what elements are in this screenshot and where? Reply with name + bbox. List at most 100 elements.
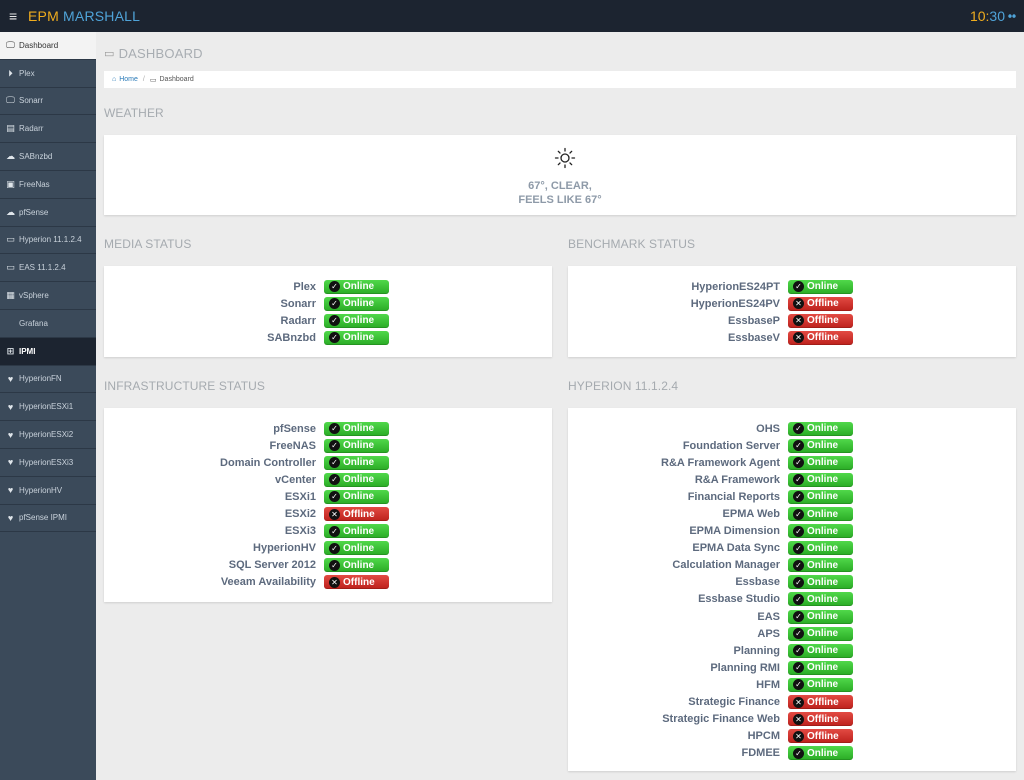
status-badge-label: Offline (807, 315, 839, 327)
sidebar-item-hyperionhv[interactable]: ♥ HyperionHV (0, 477, 96, 505)
status-badge-label: Online (807, 440, 839, 452)
online-status-badge: ✓ Online (788, 421, 853, 436)
sidebar-item-pfsense-ipmi[interactable]: ♥ pfSense IPMI (0, 505, 96, 533)
x-circle-icon: ✕ (793, 332, 804, 344)
online-status-badge: ✓ Online (324, 472, 389, 487)
status-badge-label: Online (343, 281, 375, 293)
service-name: EssbaseV (728, 331, 780, 344)
status-row: SABnzbd ✓ Online (104, 329, 389, 346)
service-name: FreeNAS (269, 439, 316, 452)
status-row: Planning ✓ Online (568, 642, 853, 659)
cloud-download-icon: ☁ (6, 151, 15, 162)
sidebar-item-hyperion-11-1-2-4[interactable]: ▭ Hyperion 11.1.2.4 (0, 227, 96, 255)
check-circle-icon: ✓ (329, 440, 340, 452)
home-icon: ⌂ (112, 76, 117, 83)
heart-icon: ♥ (7, 457, 14, 468)
service-name: Strategic Finance Web (662, 713, 780, 726)
sidebar-item-hyperionesxi1[interactable]: ♥ HyperionESXi1 (0, 393, 96, 422)
online-status-badge: ✓ Online (788, 279, 853, 294)
check-circle-icon: ✓ (793, 645, 804, 657)
laptop-icon: ▭ (6, 234, 15, 245)
hamburger-menu-icon[interactable]: ≡ (9, 8, 18, 24)
sidebar-item-pfsense[interactable]: ☁ pfSense (0, 199, 96, 227)
x-circle-icon: ✕ (793, 315, 804, 327)
sidebar-item-label: IPMI (19, 346, 36, 356)
sidebar-item-label: HyperionESXi2 (19, 430, 74, 440)
service-name: Sonarr (280, 297, 316, 310)
check-circle-icon: ✓ (793, 457, 804, 469)
status-row: R&A Framework Agent ✓ Online (568, 454, 853, 471)
sidebar-item-dashboard[interactable]: 🖵 Dashboard (0, 32, 96, 60)
sidebar-item-label: Plex (19, 68, 35, 78)
clock-hours: 10: (969, 8, 990, 24)
service-name: Radarr (280, 314, 316, 327)
main-content: ▭ DASHBOARD ⌂ Home / ▭ Dashboard WEATHER… (96, 32, 1024, 780)
benchmark-status-panel: HyperionES24PT ✓ Online HyperionES24PV ✕ Offl… (568, 266, 1016, 357)
check-circle-icon: ✓ (329, 491, 340, 503)
top-navbar: ≡ EPM MARSHALL 10: 30 ⦁⦁ (0, 0, 1024, 32)
hyperion-status-list: OHS ✓ Online Foundation Server ✓ Online R&A Fr… (568, 420, 853, 762)
sidebar-item-label: SABnzbd (19, 152, 53, 162)
status-row: EPMA Data Sync ✓ Online (568, 540, 853, 557)
sidebar-item-plex[interactable]: ⏵ Plex (0, 60, 96, 88)
sidebar-item-radarr[interactable]: ▤ Radarr (0, 115, 96, 144)
status-row: Essbase Studio ✓ Online (568, 591, 853, 608)
service-name: vCenter (275, 473, 316, 486)
status-badge-label: Online (807, 542, 839, 554)
online-status-badge: ✓ Online (788, 507, 853, 522)
status-badge-label: Online (807, 423, 839, 435)
sidebar-item-eas-11-1-2-4[interactable]: ▭ EAS 11.1.2.4 (0, 254, 96, 283)
service-name: SABnzbd (267, 331, 316, 344)
sidebar-item-grafana[interactable]: Grafana (0, 310, 96, 338)
x-circle-icon: ✕ (793, 713, 804, 725)
sidebar-item-freenas[interactable]: ▣ FreeNas (0, 171, 96, 199)
brand-logo[interactable]: EPM MARSHALL (28, 8, 140, 24)
online-status-badge: ✓ Online (324, 524, 389, 539)
check-circle-icon: ✓ (793, 747, 804, 759)
status-badge-label: Online (343, 440, 375, 452)
status-row: Domain Controller ✓ Online (104, 454, 389, 471)
sidebar-item-sonarr[interactable]: 🖵 Sonarr (0, 88, 96, 116)
sidebar-item-hyperionfn[interactable]: ♥ HyperionFN (0, 366, 96, 394)
status-row: ESXi2 ✕ Offline (104, 505, 389, 522)
benchmark-status-list: HyperionES24PT ✓ Online HyperionES24PV ✕ Offl… (568, 278, 853, 346)
film-icon: ▤ (6, 123, 15, 134)
check-circle-icon: ✓ (793, 662, 804, 674)
status-badge-label: Online (343, 559, 375, 571)
check-circle-icon: ✓ (793, 593, 804, 605)
sidebar-item-ipmi[interactable]: ⊞ IPMI (0, 337, 96, 366)
status-row: SQL Server 2012 ✓ Online (104, 557, 389, 574)
check-circle-icon: ✓ (329, 423, 340, 435)
status-badge-label: Online (807, 576, 839, 588)
status-row: HyperionHV ✓ Online (104, 540, 389, 557)
breadcrumb-home-link[interactable]: Home (119, 76, 138, 83)
status-badge-label: Online (807, 679, 839, 691)
status-badge-label: Online (343, 423, 375, 435)
check-circle-icon: ✓ (793, 440, 804, 452)
sidebar-item-sabnzbd[interactable]: ☁ SABnzbd (0, 143, 96, 171)
status-badge-label: Online (343, 474, 375, 486)
sidebar-item-label: Radarr (19, 124, 44, 134)
sidebar-item-hyperionesxi3[interactable]: ♥ HyperionESXi3 (0, 449, 96, 477)
check-circle-icon: ✓ (793, 423, 804, 435)
offline-status-badge: ✕ Offline (324, 507, 389, 522)
status-badge-label: Online (807, 508, 839, 520)
sidebar-item-label: Grafana (19, 318, 48, 328)
status-row: HyperionES24PT ✓ Online (568, 278, 853, 295)
online-status-badge: ✓ Online (788, 541, 853, 556)
check-circle-icon: ✓ (793, 508, 804, 520)
status-row: Radarr ✓ Online (104, 312, 389, 329)
sidebar-item-hyperionesxi2[interactable]: ♥ HyperionESXi2 (0, 421, 96, 449)
sidebar-item-label: FreeNas (19, 179, 50, 189)
status-row: FDMEE ✓ Online (568, 745, 853, 762)
online-status-badge: ✓ Online (324, 541, 389, 556)
status-row: pfSense ✓ Online (104, 420, 389, 437)
online-status-badge: ✓ Online (788, 677, 853, 692)
sidebar-item-vsphere[interactable]: ▦ vSphere (0, 282, 96, 310)
heart-icon: ♥ (7, 401, 14, 412)
check-circle-icon: ✓ (793, 611, 804, 623)
online-status-badge: ✓ Online (788, 558, 853, 573)
check-circle-icon: ✓ (793, 542, 804, 554)
check-circle-icon: ✓ (793, 679, 804, 691)
status-badge-label: Online (807, 662, 839, 674)
